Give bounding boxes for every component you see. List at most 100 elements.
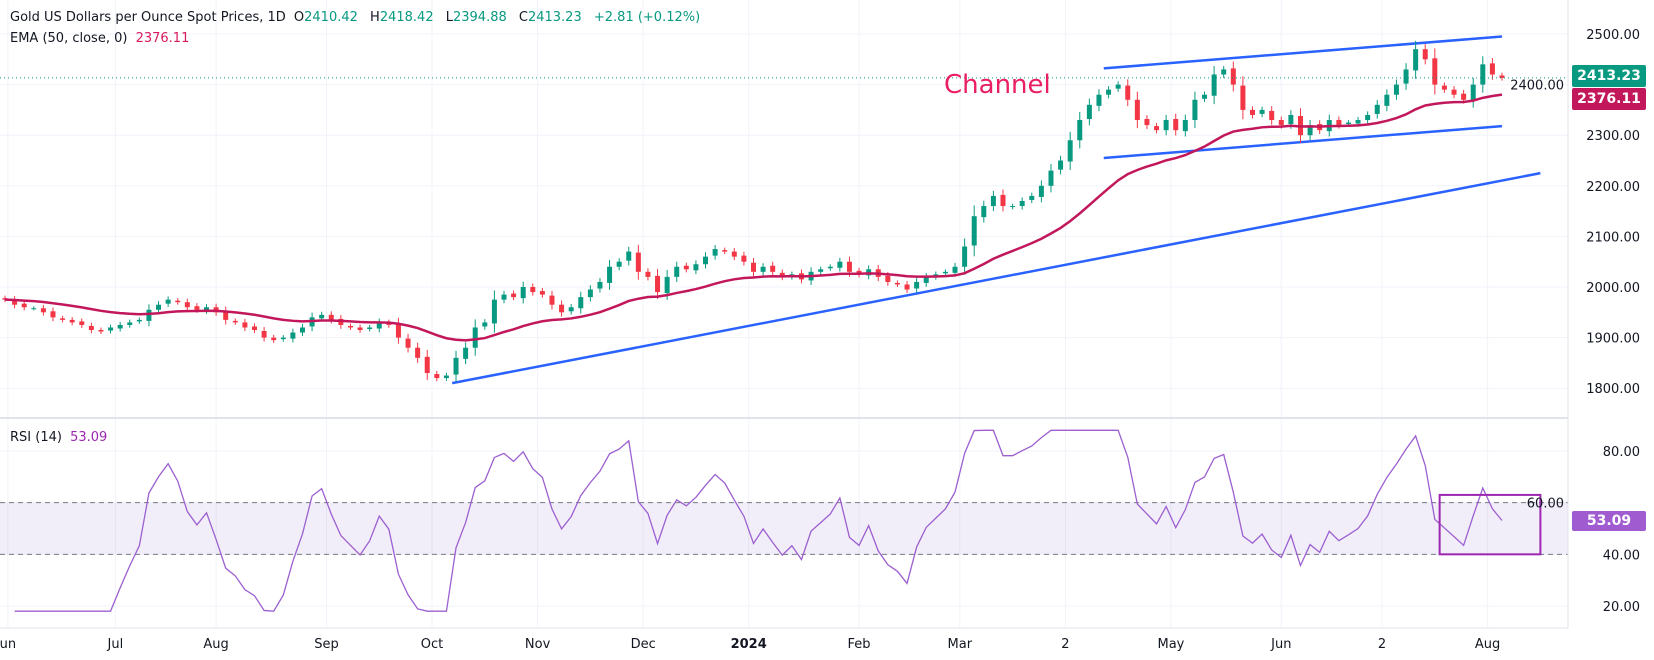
candle-up	[578, 297, 584, 309]
rsi-band	[0, 502, 1568, 555]
candle-up	[482, 322, 488, 327]
candle-up	[1067, 140, 1073, 162]
candle-up	[463, 347, 469, 359]
time-tick-label: Dec	[631, 637, 656, 652]
candle-up	[156, 304, 162, 310]
time-tick-label: un	[0, 637, 16, 652]
ema-legend-value: 2376.11	[135, 31, 190, 46]
candle-down	[530, 287, 536, 293]
candle-down	[1269, 110, 1275, 121]
candle-up	[1010, 206, 1016, 208]
candle-up	[587, 289, 593, 298]
candle-up	[626, 251, 632, 261]
rsi-value-tag: 53.09	[1572, 511, 1646, 531]
trendlines[interactable]	[451, 35, 1541, 385]
candle-up	[1202, 94, 1208, 99]
candle-down	[1461, 93, 1467, 100]
candle-down	[347, 325, 353, 328]
candle-down	[1489, 63, 1495, 75]
price-tick-label: 2000.00	[1586, 281, 1640, 296]
candle-up	[914, 281, 920, 289]
high-value: 2418.42	[379, 10, 434, 25]
candle-down	[539, 291, 545, 295]
candle-up	[1163, 120, 1169, 131]
candle-down	[50, 311, 56, 318]
candle-up	[1288, 114, 1294, 125]
time-tick-label: Nov	[525, 637, 551, 652]
price-tick-label: 1800.00	[1586, 382, 1640, 397]
candle-down	[328, 314, 334, 320]
candle-up	[827, 266, 833, 269]
candle-up	[837, 261, 843, 268]
candle-up	[31, 308, 37, 310]
candle-up	[703, 256, 709, 265]
close-label: C	[518, 10, 528, 25]
candle-up	[1365, 114, 1371, 121]
candle-down	[242, 322, 248, 328]
candle-down	[21, 303, 27, 308]
candle-down	[424, 356, 430, 374]
channel-annotation: Channel	[944, 70, 1051, 100]
candle-up	[1259, 109, 1265, 114]
time-tick-label: Oct	[421, 637, 443, 652]
open-value: 2410.42	[304, 10, 358, 25]
candle-down	[175, 300, 181, 303]
time-tick-label: Jul	[107, 637, 124, 652]
last-price-tag: 2413.23	[1572, 65, 1646, 87]
candle-down	[779, 272, 785, 277]
close-value: 2413.23	[527, 10, 582, 25]
rsi-legend[interactable]: RSI (14) 53.09	[10, 430, 111, 446]
candle-down	[635, 252, 641, 272]
rsi-tick-label: 40.00	[1603, 548, 1640, 563]
symbol-title: Gold US Dollars per Ounce Spot Prices, 1…	[10, 10, 286, 25]
candle-down	[60, 318, 66, 320]
candle-up	[664, 276, 670, 294]
candle-down	[1125, 85, 1131, 100]
candle-down	[12, 299, 18, 305]
rsi-highlight-box	[1438, 493, 1542, 556]
rsi-tick-label: 20.00	[1603, 600, 1640, 615]
candle-up	[1019, 200, 1025, 207]
candle-up	[1345, 122, 1351, 125]
candle-up	[117, 324, 123, 329]
candle-up	[146, 309, 152, 321]
candle-up	[1393, 84, 1399, 95]
candle-up	[1355, 120, 1361, 124]
price-tick-label: 2400.00	[1510, 79, 1564, 94]
candle-up	[1096, 94, 1102, 106]
candle-up	[1115, 84, 1121, 89]
channel-upper	[1103, 35, 1503, 70]
candle-up	[818, 269, 824, 272]
candle-up	[1029, 195, 1035, 200]
candle-up	[136, 319, 142, 322]
time-tick-label: 2024	[731, 637, 767, 652]
candle-up	[990, 195, 996, 207]
candle-up	[952, 266, 958, 273]
ema-legend-label: EMA (50, close, 0)	[10, 31, 128, 46]
time-tick-label: 2	[1378, 637, 1386, 652]
candle-up	[1086, 104, 1092, 120]
candle-down	[549, 295, 555, 305]
candle-up	[1058, 160, 1064, 170]
candle-up	[760, 266, 766, 272]
candle-down	[1173, 119, 1179, 131]
low-label: L	[445, 10, 453, 25]
candle-up	[204, 307, 210, 311]
symbol-legend: Gold US Dollars per Ounce Spot Prices, 1…	[10, 10, 704, 26]
candle-down	[751, 262, 756, 272]
candle-down	[1499, 75, 1505, 78]
candle-down	[885, 275, 891, 282]
candle-down	[223, 311, 229, 320]
candle-up	[1403, 69, 1409, 84]
candle-up	[290, 332, 296, 339]
price-tick-label: 2100.00	[1586, 230, 1640, 245]
candle-up	[127, 322, 133, 325]
candle-up	[923, 276, 929, 283]
candle-down	[1451, 89, 1457, 95]
time-tick-label: Aug	[203, 637, 228, 652]
price-tick-label: 2200.00	[1586, 180, 1640, 195]
candle-down	[1278, 120, 1284, 126]
ema-legend[interactable]: EMA (50, close, 0) 2376.11	[10, 31, 193, 47]
candle-up	[962, 246, 968, 267]
